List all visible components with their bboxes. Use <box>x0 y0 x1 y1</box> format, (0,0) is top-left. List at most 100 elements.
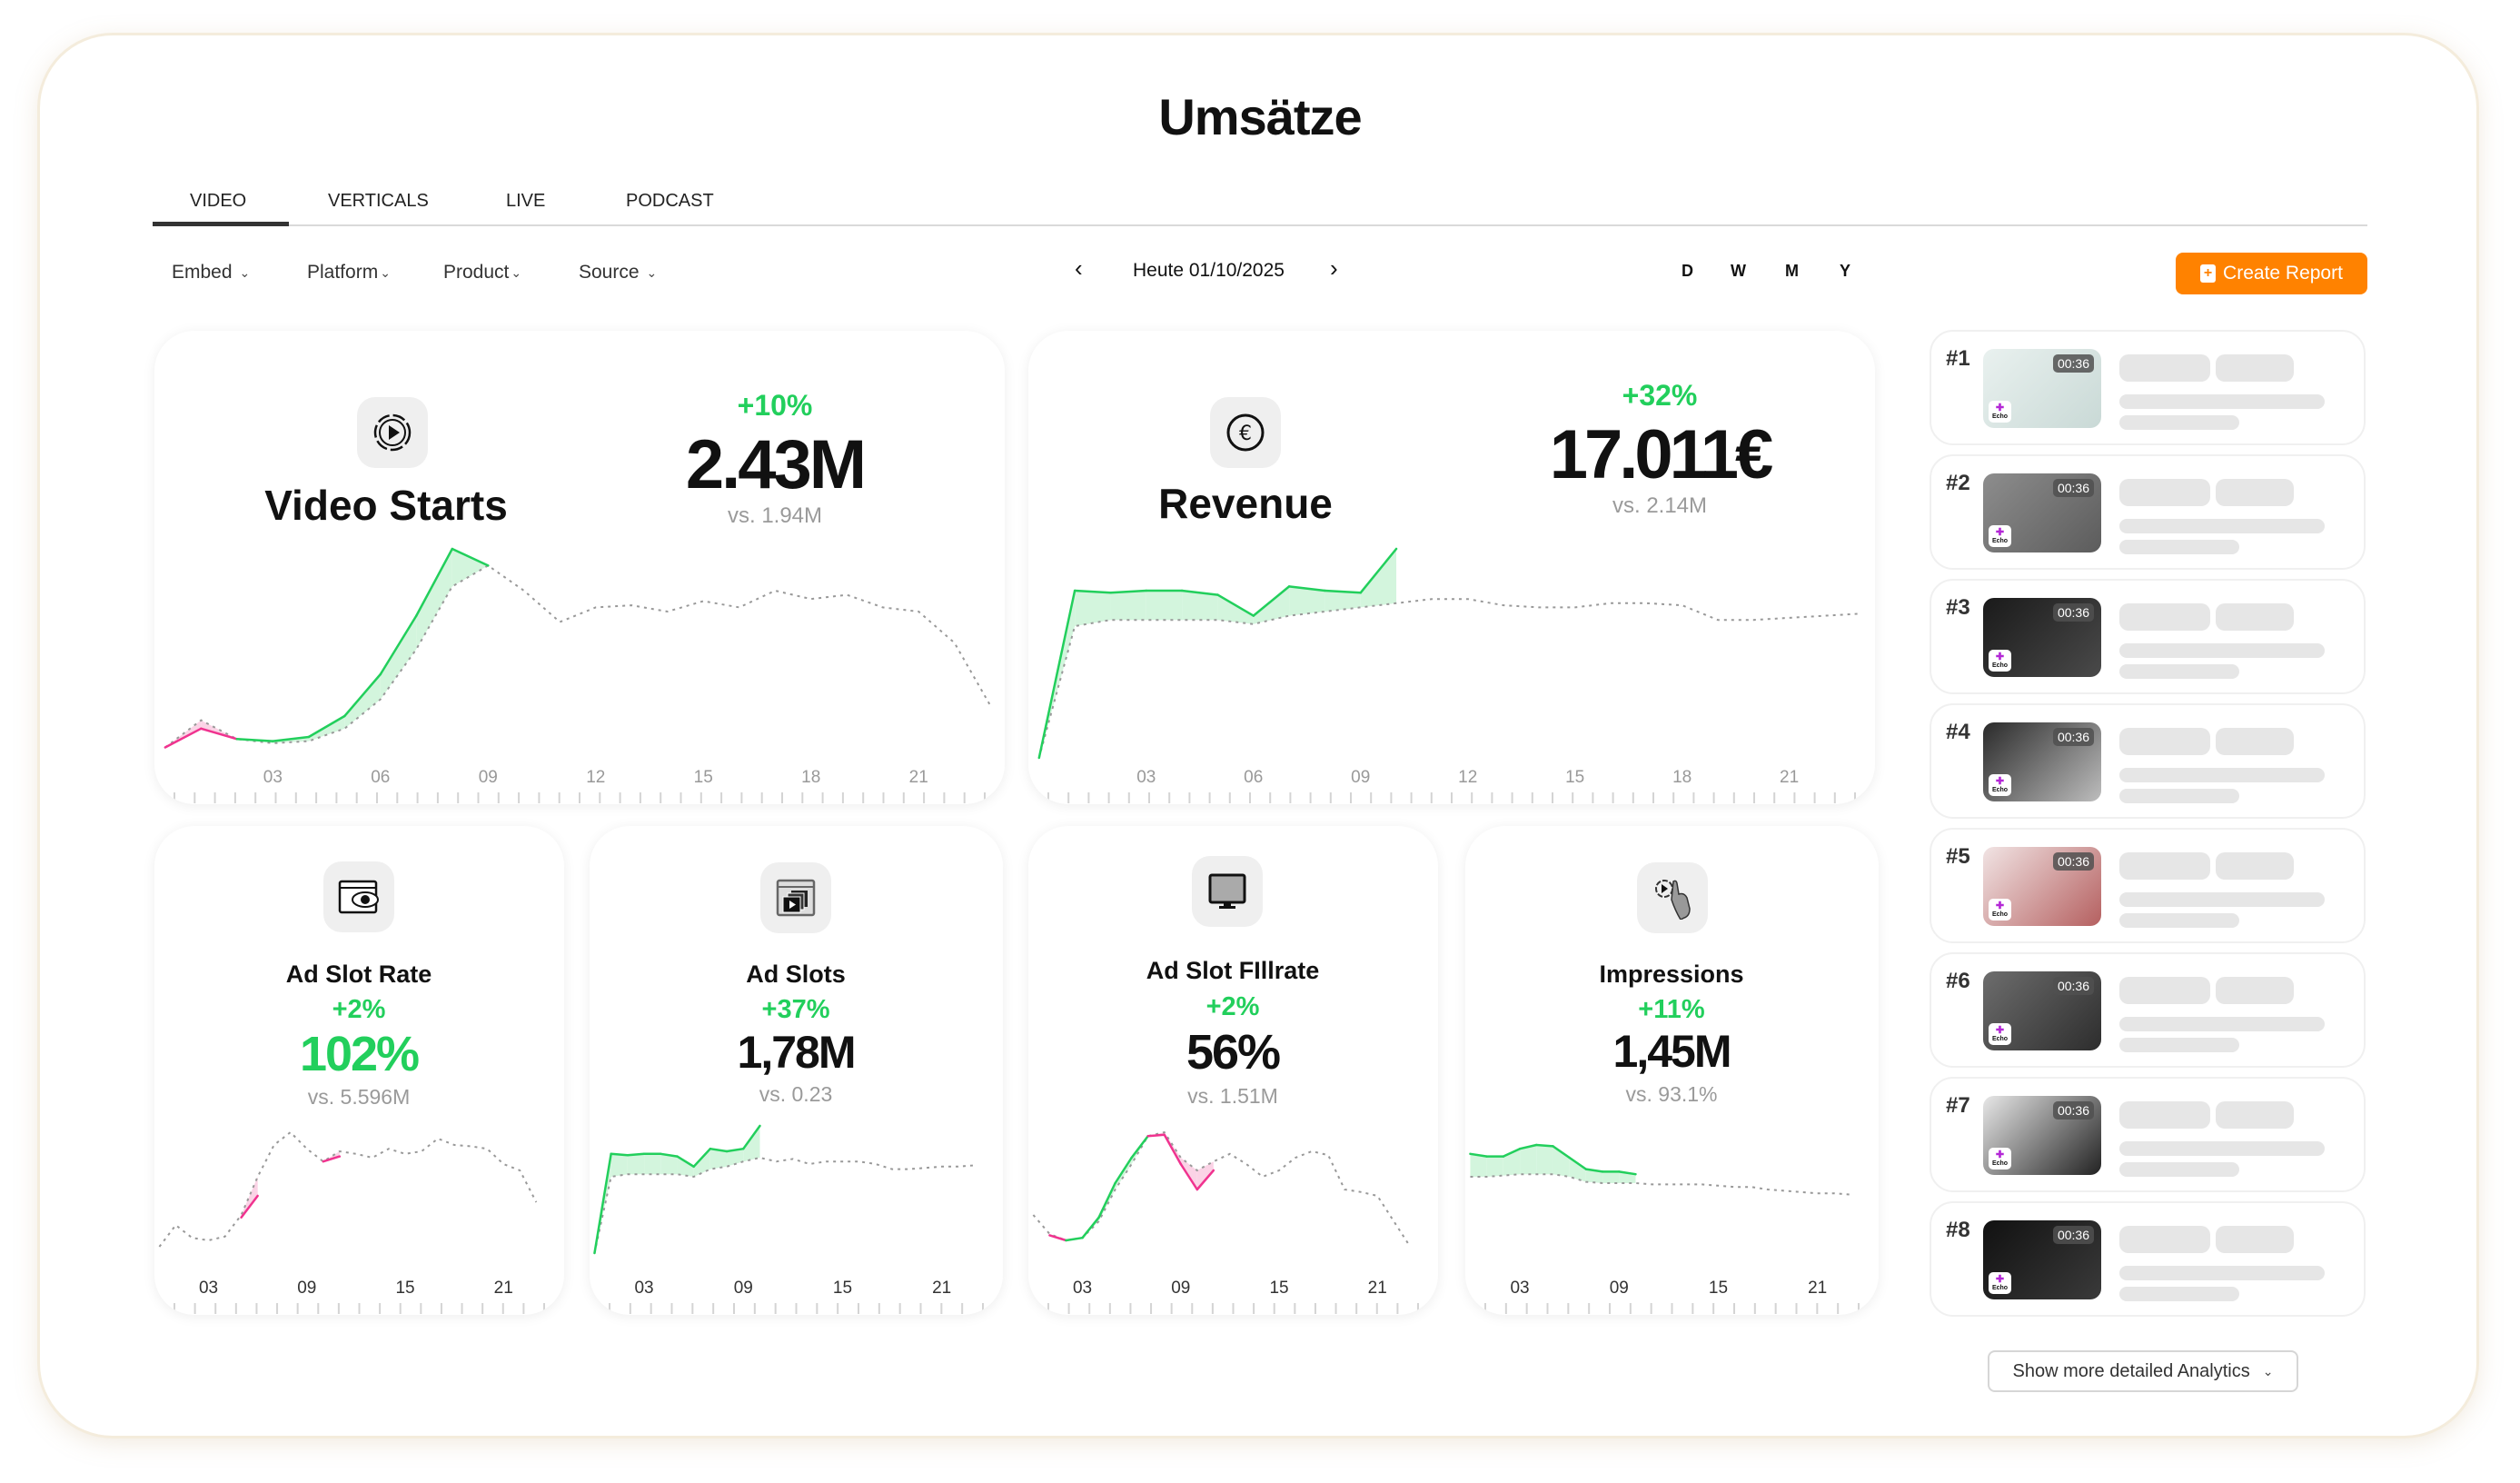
video-rank: #5 <box>1946 844 1970 869</box>
x-tick-label: 15 <box>1269 1279 1288 1298</box>
top-video-item[interactable]: #4 00:36 ✚ Echo <box>1930 703 2366 819</box>
skeleton-title-line <box>2119 1017 2325 1031</box>
metric-change: +11% <box>1638 995 1705 1024</box>
skeleton-share-stat <box>2216 354 2294 382</box>
x-tick-label: 21 <box>1808 1279 1827 1298</box>
video-thumbnail[interactable]: 00:36 ✚ Echo <box>1983 598 2101 677</box>
top-video-item[interactable]: #7 00:36 ✚ Echo <box>1930 1077 2366 1192</box>
difference-fill <box>1289 586 1325 616</box>
brand-label: Echo <box>1991 787 2009 793</box>
revenue-chart: 03 06 09 12 15 18 21 <box>1037 547 1861 803</box>
skeleton-share-stat <box>2216 852 2294 880</box>
video-thumbnail[interactable]: 00:36 ✚ Echo <box>1983 473 2101 552</box>
brand-label: Echo <box>1991 662 2009 669</box>
current-period-line <box>200 727 239 741</box>
metric-card-impressions[interactable]: 03 09 15 21 Impressions +11% 1,45M vs. 93.1… <box>1465 826 1879 1315</box>
difference-fill <box>1253 586 1290 624</box>
tab-verticals[interactable]: VERTICALS <box>328 191 429 211</box>
skeleton-title-line <box>2119 892 2325 907</box>
video-thumbnail[interactable]: 00:36 ✚ Echo <box>1983 847 2101 926</box>
top-video-item[interactable]: #6 00:36 ✚ Echo <box>1930 952 2366 1068</box>
difference-fill <box>1536 1145 1553 1175</box>
metric-card-revenue[interactable]: 03 06 09 12 15 18 21 € Revenue +32% 17.011€ vs… <box>1028 331 1875 804</box>
difference-fill <box>241 1177 258 1218</box>
period-year[interactable]: Y <box>1840 262 1851 280</box>
video-rank: #6 <box>1946 969 1970 993</box>
video-thumbnail[interactable]: 00:36 ✚ Echo <box>1983 349 2101 428</box>
video-thumbnail[interactable]: 00:36 ✚ Echo <box>1983 1096 2101 1175</box>
filter-platform[interactable]: Platform ⌄ <box>307 262 391 284</box>
x-tick-label: 03 <box>634 1279 653 1298</box>
top-video-item[interactable]: #5 00:36 ✚ Echo <box>1930 828 2366 943</box>
current-period-line <box>1073 589 1112 594</box>
metric-change: +10% <box>737 389 813 422</box>
metric-compare: vs. 93.1% <box>1625 1082 1718 1106</box>
browser-video-icon <box>760 862 831 933</box>
period-week[interactable]: W <box>1731 262 1746 280</box>
difference-fill <box>1324 591 1361 612</box>
current-period-line <box>610 1152 630 1157</box>
skeleton-revenue-stat <box>2119 354 2210 382</box>
video-thumbnail[interactable]: 00:36 ✚ Echo <box>1983 971 2101 1050</box>
x-tick-label: 09 <box>1171 1279 1190 1298</box>
skeleton-revenue-stat <box>2119 852 2210 880</box>
brand-label: Echo <box>1991 911 2009 918</box>
top-video-item[interactable]: #2 00:36 ✚ Echo <box>1930 454 2366 570</box>
date-prev-button[interactable]: ‹ <box>1075 254 1083 282</box>
x-tick-label: 06 <box>1244 768 1263 787</box>
date-next-button[interactable]: › <box>1330 254 1338 282</box>
current-period-line <box>660 1152 679 1158</box>
current-period-line <box>692 1147 712 1169</box>
skeleton-revenue-stat <box>2119 728 2210 755</box>
current-period-line <box>1469 1152 1488 1158</box>
metric-card-video-starts[interactable]: 03 06 09 12 15 18 21 Video Starts +10% 2.43M v… <box>154 331 1005 804</box>
current-period-line <box>1584 1168 1604 1173</box>
x-tick-label: 21 <box>1368 1279 1387 1298</box>
skeleton-subtitle-line <box>2119 415 2239 430</box>
echo-logo: ✚ Echo <box>1989 401 2011 423</box>
plus-icon: + <box>2200 264 2217 283</box>
metric-card-ad-slot-fillrate[interactable]: 03 09 15 21 Ad Slot FIllrate +2% 56% vs. 1.… <box>1028 826 1438 1315</box>
video-thumbnail[interactable]: 00:36 ✚ Echo <box>1983 722 2101 801</box>
brand-label: Echo <box>1991 538 2009 544</box>
tab-live[interactable]: LIVE <box>506 191 546 211</box>
echo-logo: ✚ Echo <box>1989 650 2011 672</box>
filter-source[interactable]: Source ⌄ <box>579 262 657 284</box>
current-period-line <box>272 735 311 742</box>
skeleton-share-stat <box>2216 1101 2294 1129</box>
chevron-down-icon: ⌄ <box>380 264 391 280</box>
top-video-item[interactable]: #3 00:36 ✚ Echo <box>1930 579 2366 694</box>
metric-card-ad-slots[interactable]: 03 09 15 21 Ad Slots +37% 1,78M vs. 0.23 <box>590 826 1003 1315</box>
period-day[interactable]: D <box>1682 262 1693 280</box>
current-period-line <box>1065 1236 1084 1242</box>
x-tick-label: 21 <box>494 1279 513 1298</box>
metric-compare: vs. 2.14M <box>1612 493 1708 518</box>
difference-fill <box>1470 1153 1487 1177</box>
x-tick-label: 09 <box>734 1279 753 1298</box>
ad-slot-fillrate-chart: 03 09 15 21 <box>1032 1130 1419 1314</box>
tab-podcast[interactable]: PODCAST <box>626 191 714 211</box>
metric-card-ad-slot-rate[interactable]: 03 09 15 21 Ad Slot Rate +2% 102% vs. 5.596… <box>154 826 564 1315</box>
metric-compare: vs. 0.23 <box>759 1082 833 1106</box>
skeleton-revenue-stat <box>2119 977 2210 1004</box>
top-video-item[interactable]: #1 00:36 ✚ Echo <box>1930 330 2366 445</box>
difference-fill <box>660 1153 678 1175</box>
video-thumbnail[interactable]: 00:36 ✚ Echo <box>1983 1220 2101 1299</box>
tab-video[interactable]: VIDEO <box>190 191 247 211</box>
x-tick-label: 09 <box>297 1279 316 1298</box>
current-period-line <box>415 547 454 617</box>
metric-title: Ad Slot Rate <box>285 960 432 988</box>
filter-product[interactable]: Product ⌄ <box>443 262 521 284</box>
chevron-down-icon: ⌄ <box>646 264 658 280</box>
top-video-item[interactable]: #8 00:36 ✚ Echo <box>1930 1201 2366 1317</box>
x-tick-label: 21 <box>1780 768 1799 787</box>
skeleton-subtitle-line <box>2119 1287 2239 1301</box>
skeleton-title-line <box>2119 1266 2325 1280</box>
show-more-analytics-button[interactable]: Show more detailed Analytics ⌄ <box>1988 1350 2298 1392</box>
date-label: Heute 01/10/2025 <box>1133 260 1285 281</box>
current-period-line <box>1081 1216 1100 1239</box>
filter-embed[interactable]: Embed ⌄ <box>172 262 250 284</box>
period-month[interactable]: M <box>1785 262 1799 280</box>
create-report-button[interactable]: + Create Report <box>2176 253 2367 294</box>
x-tick-label: 21 <box>932 1279 951 1298</box>
